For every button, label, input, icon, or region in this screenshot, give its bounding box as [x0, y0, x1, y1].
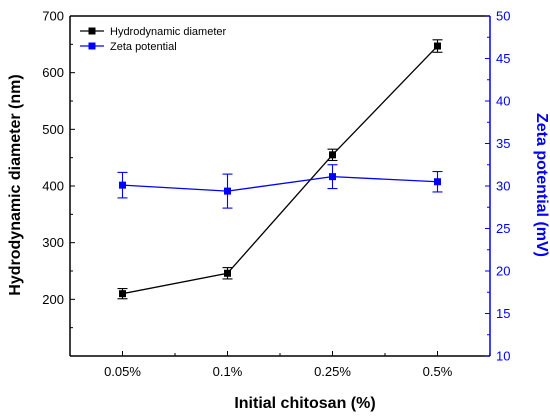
right-y-tick-label: 20 — [496, 264, 510, 279]
left-y-tick-label: 600 — [42, 65, 64, 80]
right-y-tick-label: 10 — [496, 349, 510, 364]
left-y-tick-label: 300 — [42, 235, 64, 250]
left-y-tick-label: 400 — [42, 179, 64, 194]
x-tick-label: 0.25% — [314, 364, 351, 379]
series-line-1 — [122, 175, 438, 192]
legend-marker-0 — [88, 27, 96, 35]
left-y-tick-label: 500 — [42, 122, 64, 137]
series-marks — [117, 39, 443, 300]
data-point — [119, 290, 126, 298]
x-tick-label: 0.5% — [423, 364, 453, 379]
right-y-tick-label: 45 — [496, 51, 510, 66]
data-point — [224, 187, 231, 195]
left-y-tick-label: 200 — [42, 292, 64, 307]
right-y-tick-label: 25 — [496, 221, 510, 236]
x-tick-label: 0.1% — [213, 364, 243, 379]
right-y-tick-label: 50 — [496, 9, 510, 24]
series-line-0 — [122, 45, 438, 295]
left-y-tick-label: 700 — [42, 9, 64, 24]
axes: 200 300 400 500 600 700 10 15 20 25 30 35 40 45 50 0.05… — [42, 9, 510, 380]
legend-marker-1 — [88, 42, 96, 50]
data-point — [224, 269, 231, 277]
right-y-axis-title: Zeta potential (mV) — [533, 113, 550, 257]
x-axis-title: Initial chitosan (%) — [234, 395, 375, 412]
data-point — [434, 42, 441, 50]
data-point — [434, 178, 441, 186]
right-y-tick-label: 40 — [496, 94, 510, 109]
data-point — [119, 181, 126, 189]
right-y-tick-label: 30 — [496, 179, 510, 194]
right-y-tick-label: 15 — [496, 306, 510, 321]
legend-label-1: Zeta potential — [110, 41, 177, 53]
x-tick-label: 0.05% — [104, 364, 141, 379]
data-point — [329, 151, 336, 159]
data-point — [329, 173, 336, 181]
left-y-axis-title: Hydrodynamic diameter (nm) — [7, 74, 24, 295]
right-y-tick-label: 35 — [496, 136, 510, 151]
legend: Hydrodynamic diameter Zeta potential — [80, 26, 226, 53]
legend-label-0: Hydrodynamic diameter — [110, 26, 226, 38]
